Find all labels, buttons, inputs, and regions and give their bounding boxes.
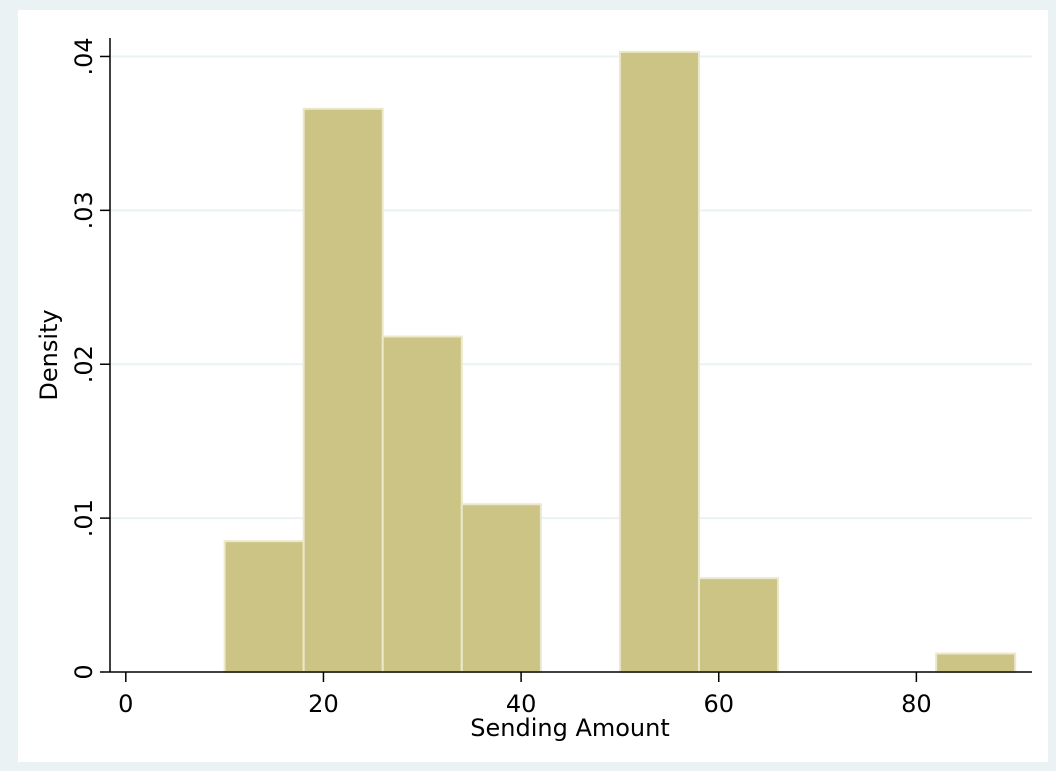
bar [618,50,700,674]
bar [381,335,463,673]
y-axis-label: Density [35,309,63,400]
y-tick-label: .02 [70,345,98,383]
y-tick-label: .04 [70,37,98,75]
bar [935,652,1017,674]
bar [223,540,305,673]
bar [697,577,780,673]
x-tick-label: 60 [703,690,734,718]
x-axis-label: Sending Amount [470,714,670,742]
y-tick-label: .03 [70,191,98,229]
x-tick-label: 80 [901,690,932,718]
x-tick-label: 40 [506,690,537,718]
y-tick-label: .01 [70,499,98,537]
y-tick-label: 0 [70,664,98,679]
bar [460,503,542,674]
bar [302,107,384,673]
x-tick-label: 20 [308,690,339,718]
x-tick-label: 0 [118,690,133,718]
